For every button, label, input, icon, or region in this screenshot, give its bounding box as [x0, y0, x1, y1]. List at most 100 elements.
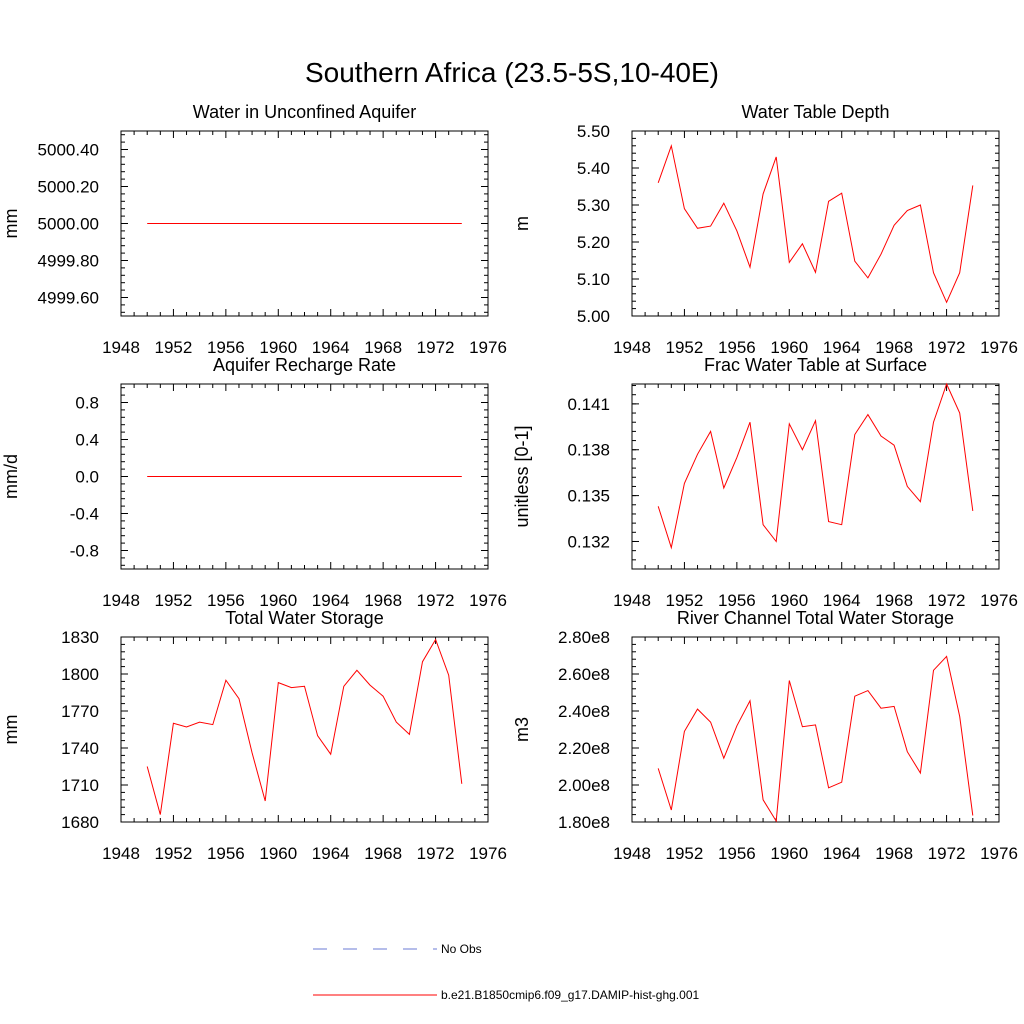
legend-model-label: b.e21.B1850cmip6.f09_g17.DAMIP-hist-ghg.…	[441, 988, 699, 1002]
x-tick-label: 1976	[980, 338, 1018, 357]
x-tick-label: 1952	[155, 591, 193, 610]
x-tick-label: 1976	[980, 591, 1018, 610]
x-tick-label: 1956	[207, 591, 245, 610]
y-tick-label: 5.40	[577, 159, 610, 178]
x-tick-label: 1972	[417, 591, 455, 610]
x-tick-label: 1956	[718, 844, 756, 863]
y-tick-label: 1740	[61, 739, 99, 758]
x-tick-label: 1956	[718, 338, 756, 357]
x-tick-label: 1972	[417, 844, 455, 863]
x-tick-label: 1960	[770, 591, 808, 610]
x-tick-label: 1964	[312, 844, 350, 863]
y-tick-label: 2.00e8	[558, 776, 610, 795]
panel-3: Aquifer Recharge Rate mm/d 1948 1952 1956 196…	[1, 355, 507, 610]
panel-title: Total Water Storage	[225, 608, 383, 628]
panel-title: Water Table Depth	[741, 102, 889, 122]
y-tick-label: 5.20	[577, 233, 610, 252]
y-tick-label: 1800	[61, 665, 99, 684]
y-tick-label: 1680	[61, 813, 99, 832]
y-tick-label: 1710	[61, 776, 99, 795]
y-tick-label: 2.60e8	[558, 665, 610, 684]
panels: Water in Unconfined Aquifer mm 1948 1952 195…	[1, 102, 1018, 863]
y-tick-label: 2.80e8	[558, 628, 610, 647]
panel-title: Frac Water Table at Surface	[704, 355, 927, 375]
plot-frame	[631, 636, 1000, 823]
y-tick-label: 2.20e8	[558, 739, 610, 758]
x-tick-label: 1972	[928, 338, 966, 357]
x-tick-label: 1948	[102, 338, 140, 357]
x-tick-label: 1960	[259, 591, 297, 610]
y-tick-label: 2.40e8	[558, 702, 610, 721]
x-tick-label: 1964	[823, 844, 861, 863]
x-tick-label: 1964	[312, 338, 350, 357]
x-tick-label: 1964	[823, 591, 861, 610]
x-tick-label: 1948	[102, 844, 140, 863]
panel-2: Water Table Depth m 1948 1952 1956 1960 1964 19…	[512, 102, 1018, 357]
y-tick-label: 1830	[61, 628, 99, 647]
x-tick-label: 1952	[666, 844, 704, 863]
y-tick-label: 0.132	[567, 532, 610, 551]
y-axis-label: m	[512, 216, 532, 231]
x-tick-label: 1968	[364, 591, 402, 610]
plot-frame	[631, 130, 1000, 317]
x-tick-label: 1968	[364, 338, 402, 357]
x-tick-label: 1960	[259, 338, 297, 357]
y-axis-label: mm	[1, 715, 21, 745]
panel-title: River Channel Total Water Storage	[677, 608, 954, 628]
y-tick-label: 0.141	[567, 395, 610, 414]
y-tick-label: 0.138	[567, 441, 610, 460]
plot-frame	[120, 636, 489, 823]
x-tick-label: 1956	[718, 591, 756, 610]
y-tick-label: -0.4	[70, 505, 99, 524]
panel-5: Total Water Storage mm 1948 1952 1956 1960 196…	[1, 608, 507, 863]
y-tick-label: 1.80e8	[558, 813, 610, 832]
y-tick-label: 0.0	[75, 468, 99, 487]
x-tick-label: 1948	[613, 338, 651, 357]
y-tick-label: 5000.40	[38, 141, 99, 160]
x-tick-label: 1976	[469, 338, 507, 357]
x-tick-label: 1960	[770, 338, 808, 357]
series-line	[657, 382, 974, 550]
x-tick-label: 1968	[875, 591, 913, 610]
y-axis-label: unitless [0-1]	[512, 425, 532, 527]
y-tick-label: 5.10	[577, 270, 610, 289]
panel-title: Aquifer Recharge Rate	[213, 355, 396, 375]
series-line	[657, 143, 974, 304]
panel-4: Frac Water Table at Surface unitless [0-1…	[512, 355, 1018, 610]
x-tick-label: 1952	[666, 338, 704, 357]
y-tick-label: 4999.80	[38, 252, 99, 271]
y-tick-label: 5000.00	[38, 215, 99, 234]
x-tick-label: 1948	[102, 591, 140, 610]
y-tick-label: 5.30	[577, 196, 610, 215]
x-tick-label: 1968	[364, 844, 402, 863]
y-axis-label: mm	[1, 209, 21, 239]
y-tick-label: 5.50	[577, 122, 610, 141]
x-tick-label: 1952	[155, 338, 193, 357]
x-tick-label: 1972	[928, 844, 966, 863]
x-tick-label: 1960	[770, 844, 808, 863]
y-tick-label: 5.00	[577, 307, 610, 326]
y-axis-label: m3	[512, 717, 532, 742]
x-tick-label: 1948	[613, 844, 651, 863]
y-tick-label: 0.135	[567, 487, 610, 506]
x-tick-label: 1968	[875, 844, 913, 863]
y-tick-label: 4999.60	[38, 289, 99, 308]
x-tick-label: 1956	[207, 338, 245, 357]
y-tick-label: 0.8	[75, 394, 99, 413]
x-tick-label: 1964	[823, 338, 861, 357]
x-tick-label: 1952	[666, 591, 704, 610]
x-tick-label: 1976	[469, 844, 507, 863]
x-tick-label: 1972	[417, 338, 455, 357]
x-tick-label: 1976	[469, 591, 507, 610]
panel-title: Water in Unconfined Aquifer	[193, 102, 416, 122]
x-tick-label: 1976	[980, 844, 1018, 863]
panel-1: Water in Unconfined Aquifer mm 1948 1952 195…	[1, 102, 507, 357]
y-axis-label: mm/d	[1, 454, 21, 499]
y-tick-label: 5000.20	[38, 178, 99, 197]
legend-obs-label: No Obs	[441, 942, 482, 956]
legend: No Obs b.e21.B1850cmip6.f09_g17.DAMIP-hi…	[313, 942, 699, 1002]
x-tick-label: 1968	[875, 338, 913, 357]
series-line	[146, 638, 463, 815]
